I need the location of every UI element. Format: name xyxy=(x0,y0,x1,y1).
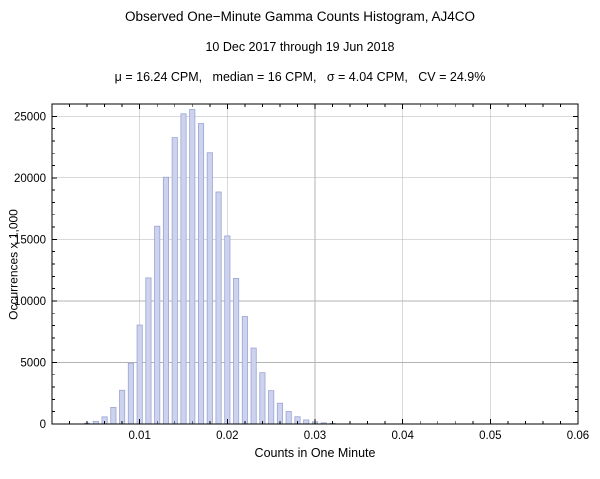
histogram-bar xyxy=(250,347,257,425)
histogram-bar xyxy=(276,402,283,425)
histogram-bar xyxy=(241,316,248,425)
y-axis-label: Occurrences x 1,000 xyxy=(6,209,21,320)
gridlines xyxy=(52,104,578,424)
y-tick-label: 25000 xyxy=(14,111,46,123)
chart-title: Observed One−Minute Gamma Counts Histogr… xyxy=(124,9,476,24)
x-tick-label: 0.01 xyxy=(128,430,150,442)
histogram-bar xyxy=(233,277,240,425)
y-tick-label: 5000 xyxy=(20,357,46,369)
bars xyxy=(84,109,336,425)
histogram-bar xyxy=(127,362,134,425)
histogram-bar xyxy=(215,191,222,425)
histogram-bar xyxy=(136,324,143,425)
histogram-bar xyxy=(189,109,196,425)
histogram-bar xyxy=(224,235,231,425)
y-tick-label: 10000 xyxy=(14,296,46,308)
x-tick-label: 0.05 xyxy=(479,430,501,442)
chart-stats-line: μ = 16.24 CPM, median = 16 CPM, σ = 4.04… xyxy=(114,70,486,84)
x-tick-label: 0.02 xyxy=(216,430,238,442)
axis-ticks xyxy=(52,104,579,425)
y-tick-label: 15000 xyxy=(14,234,46,246)
histogram-bar xyxy=(162,176,169,425)
histogram-bar xyxy=(145,277,152,425)
chart-subtitle: 10 Dec 2017 through 19 Jun 2018 xyxy=(205,40,395,54)
y-tick-label: 20000 xyxy=(14,173,46,185)
x-tick-label: 0.06 xyxy=(567,430,589,442)
histogram-bar xyxy=(154,225,161,425)
histogram-bar xyxy=(303,419,310,425)
x-tick-label: 0.03 xyxy=(304,430,326,442)
histogram-bar xyxy=(268,390,275,425)
histogram-bar xyxy=(171,137,178,425)
histogram-bar xyxy=(206,152,213,425)
histogram-bar xyxy=(119,389,126,425)
x-tick-label: 0.04 xyxy=(391,430,414,442)
tick-labels: 0.01 0.02 0.03 0.04 0.05 0.06 0 5000 10000 15000 2… xyxy=(14,111,589,442)
y-tick-label: 0 xyxy=(40,419,46,431)
histogram-bar xyxy=(110,406,117,425)
histogram-bar xyxy=(259,372,266,425)
x-axis-label: Counts in One Minute xyxy=(254,446,376,460)
histogram-bar xyxy=(198,123,205,425)
histogram-bar xyxy=(285,411,292,425)
histogram-bar xyxy=(180,113,187,425)
